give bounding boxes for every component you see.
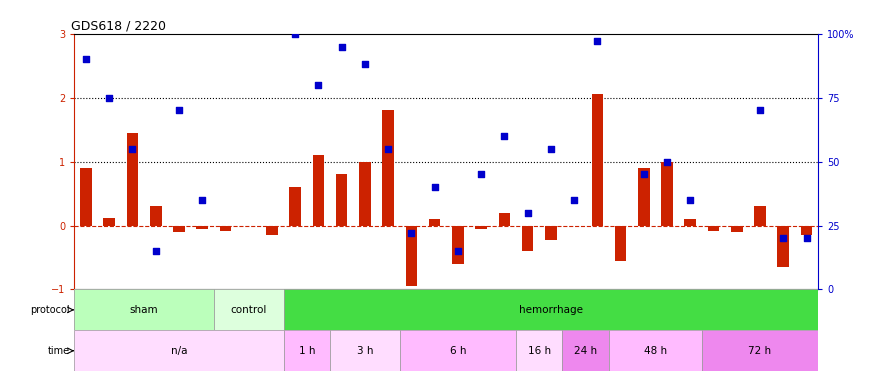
Text: 24 h: 24 h [574, 346, 598, 356]
Bar [708, 225, 719, 231]
Point [195, 197, 209, 203]
Bar [290, 187, 301, 225]
Point [497, 133, 511, 139]
Point [358, 62, 372, 68]
Bar [382, 111, 394, 225]
Bar [406, 225, 417, 286]
Point [567, 197, 581, 203]
Bar [266, 225, 277, 235]
Point [521, 210, 535, 216]
Bar [284, 330, 330, 371]
Point [683, 197, 697, 203]
Bar [452, 225, 464, 264]
Bar [74, 330, 284, 371]
Text: 6 h: 6 h [450, 346, 466, 356]
Bar [638, 168, 649, 225]
Bar [754, 206, 766, 225]
Bar [522, 225, 534, 251]
Point [637, 171, 651, 177]
Text: 16 h: 16 h [528, 346, 550, 356]
Point [753, 108, 767, 114]
Bar [801, 225, 812, 235]
Bar [499, 213, 510, 225]
Point [288, 31, 302, 37]
Text: time: time [48, 346, 70, 356]
Point [776, 235, 790, 241]
Point [404, 230, 418, 236]
Text: n/a: n/a [171, 346, 187, 356]
Bar [150, 206, 162, 225]
Point [474, 171, 488, 177]
Point [125, 146, 139, 152]
Bar [609, 330, 702, 371]
Text: 72 h: 72 h [748, 346, 772, 356]
Bar [312, 155, 325, 225]
Text: sham: sham [130, 305, 158, 315]
Bar [702, 330, 818, 371]
Bar [336, 174, 347, 225]
Point [382, 146, 396, 152]
Text: 1 h: 1 h [298, 346, 315, 356]
Bar [74, 290, 213, 330]
Bar [214, 290, 284, 330]
Bar [684, 219, 696, 225]
Bar [429, 219, 440, 225]
Point [800, 235, 814, 241]
Bar [778, 225, 789, 267]
Text: hemorrhage: hemorrhage [519, 305, 583, 315]
Point [102, 94, 116, 100]
Bar [103, 218, 115, 225]
Point [660, 159, 674, 165]
Bar [359, 162, 371, 225]
Bar [516, 330, 563, 371]
Text: 48 h: 48 h [644, 346, 667, 356]
Bar [196, 225, 208, 229]
Point [591, 38, 605, 44]
Bar [400, 330, 516, 371]
Bar [592, 94, 603, 225]
Bar [330, 330, 400, 371]
Bar [220, 225, 231, 231]
Text: GDS618 / 2220: GDS618 / 2220 [71, 20, 165, 33]
Text: 3 h: 3 h [357, 346, 373, 356]
Point [149, 248, 163, 254]
Bar [173, 225, 185, 232]
Bar [731, 225, 743, 232]
Point [312, 82, 326, 88]
Bar [127, 133, 138, 225]
Point [79, 56, 93, 62]
Bar [563, 330, 609, 371]
Text: control: control [230, 305, 267, 315]
Point [334, 44, 348, 50]
Point [172, 108, 186, 114]
Bar [662, 162, 673, 225]
Text: protocol: protocol [31, 305, 70, 315]
Bar [545, 225, 556, 240]
Bar [615, 225, 626, 261]
Bar [284, 290, 818, 330]
Bar [475, 225, 487, 229]
Point [544, 146, 558, 152]
Bar [80, 168, 92, 225]
Point [428, 184, 442, 190]
Point [451, 248, 465, 254]
